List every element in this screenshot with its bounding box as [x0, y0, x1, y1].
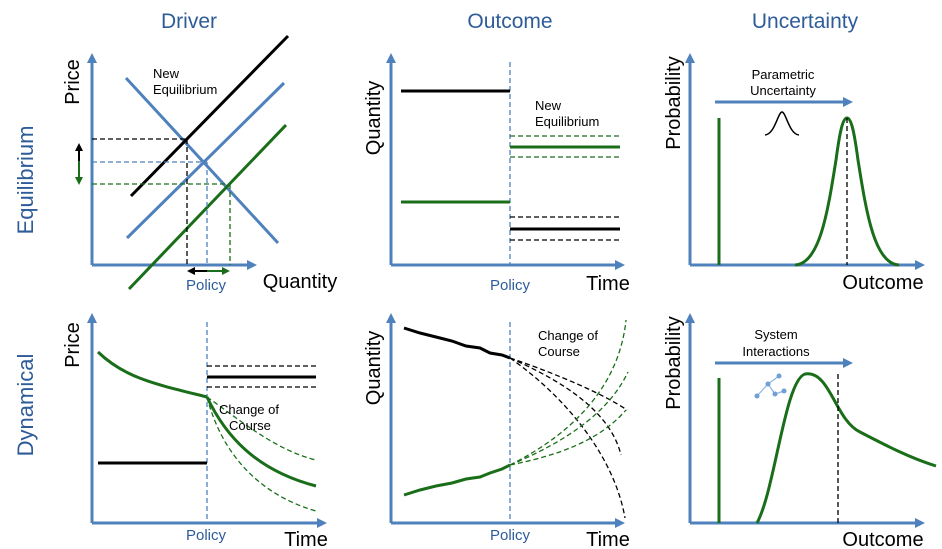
annotation-line2: Equilibrium	[535, 114, 599, 129]
x-axis-label: Quantity	[263, 271, 337, 293]
y-axis-label: Quantity	[363, 331, 385, 405]
pre-policy-green	[96, 350, 208, 399]
policy-label: Policy	[490, 527, 531, 544]
x-axis-label: Outcome	[842, 529, 923, 549]
y-axis-label: Price	[62, 59, 84, 105]
black-scenario-2	[509, 357, 622, 456]
column-title-outcome: Outcome	[467, 10, 552, 33]
green-lower-band	[206, 396, 317, 512]
annotation-line2: Course	[538, 344, 580, 359]
annotation-line2: Interactions	[742, 344, 810, 359]
y-axis-label: Quantity	[363, 81, 385, 155]
x-axis-label: Time	[586, 273, 630, 295]
green-upper-band	[206, 396, 317, 461]
annotation-line2: Course	[229, 418, 271, 433]
black-scenario-1	[509, 357, 628, 411]
panel-equilibrium-outcome: Quantity Time New Equilibrium Policy	[363, 53, 630, 295]
y-axis-label: Probability	[663, 316, 685, 409]
small-bell-icon	[764, 111, 800, 136]
row-title-equilibrium: Equilibrium	[13, 126, 38, 235]
post-policy-green	[205, 396, 317, 488]
annotation-line1: Change of	[538, 328, 598, 343]
annotation-line2: Equilibrium	[153, 82, 217, 97]
annotation-line1: New	[153, 66, 180, 81]
supply-curve	[125, 81, 286, 240]
panel-dynamical-uncertainty: Probability Outcome System Interactions	[663, 313, 937, 549]
y-axis-label: Probability	[663, 56, 685, 149]
panel-equilibrium-uncertainty: Probability Outcome Parametric Uncertain…	[663, 53, 925, 294]
policy-label: Policy	[186, 527, 227, 544]
annotation-line1: New	[535, 98, 562, 113]
panel-dynamical-outcome: Quantity Time Change of Course Policy	[363, 313, 630, 549]
green-scenario-2	[509, 371, 629, 466]
x-axis-label: Outcome	[842, 272, 923, 294]
annotation-line2: Uncertainty	[750, 83, 816, 98]
annotation-line1: Parametric	[752, 67, 815, 82]
y-axis-label: Price	[62, 322, 84, 368]
policy-label: Policy	[490, 277, 531, 294]
column-title-uncertainty: Uncertainty	[752, 10, 859, 33]
row-title-dynamical: Dynamical	[13, 354, 38, 457]
outcome-distribution	[755, 372, 937, 524]
panel-equilibrium-driver: Price Quantity New Equilibrium Policy	[62, 34, 337, 294]
network-icon	[754, 373, 787, 399]
demand-curve	[124, 76, 280, 245]
policy-label: Policy	[186, 277, 227, 294]
panel-dynamical-driver: Price Time Change of Course Policy	[62, 313, 328, 549]
black-scenario-3	[509, 357, 626, 519]
annotation-line1: System	[754, 327, 797, 342]
pre-policy-black	[403, 326, 511, 360]
pre-policy-green	[403, 463, 511, 497]
shifted-supply-black	[129, 34, 290, 198]
annotation-line1: Change of	[219, 402, 279, 417]
column-title-driver: Driver	[161, 10, 217, 33]
green-scenario-1	[509, 409, 627, 466]
x-axis-label: Time	[586, 529, 630, 549]
x-axis-label: Time	[284, 529, 328, 549]
green-scenario-3	[509, 319, 627, 466]
